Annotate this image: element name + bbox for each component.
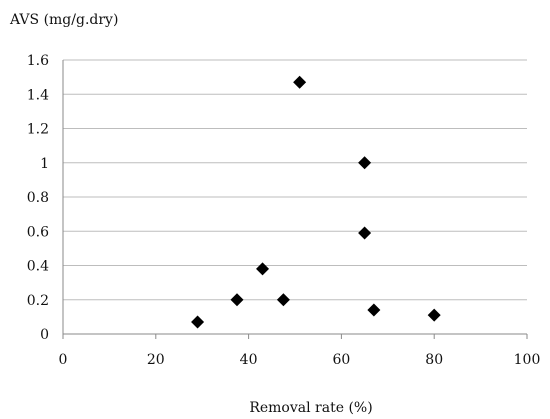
y-tick-label: 0.4 (27, 259, 49, 275)
data-point (427, 308, 441, 322)
y-tick-label: 1.2 (27, 122, 49, 138)
gridlines (63, 59, 527, 301)
y-tick-label: 1 (40, 156, 49, 172)
data-points (191, 75, 441, 329)
x-tick-label: 40 (240, 352, 258, 368)
x-tick-label: 100 (514, 352, 541, 368)
y-tick-label: 0.2 (27, 293, 49, 309)
y-tick-label: 1.4 (27, 87, 49, 103)
y-axis-label: AVS (mg/g.dry) (9, 12, 118, 28)
data-point (276, 293, 290, 307)
x-tick-label: 80 (425, 352, 443, 368)
y-tick-label: 0 (40, 327, 49, 343)
data-point (367, 303, 381, 317)
data-point (191, 315, 205, 329)
data-point (358, 156, 372, 170)
data-point (293, 75, 307, 89)
x-tick-label: 20 (147, 352, 165, 368)
x-tick-label: 0 (59, 352, 68, 368)
axes (62, 60, 528, 339)
data-point (230, 293, 244, 307)
y-tick-label: 1.6 (27, 53, 49, 69)
y-tick-label: 0.6 (27, 224, 49, 240)
y-tick-labels: 0 0.2 0.4 0.6 0.8 1 1.2 1.4 1.6 (27, 53, 49, 343)
y-tick-label: 0.8 (27, 190, 49, 206)
x-axis-label: Removal rate (%) (249, 400, 372, 416)
data-point (256, 262, 270, 276)
data-point (358, 226, 372, 240)
x-tick-labels: 0 20 40 60 80 100 (59, 352, 541, 368)
x-tick-label: 60 (332, 352, 350, 368)
